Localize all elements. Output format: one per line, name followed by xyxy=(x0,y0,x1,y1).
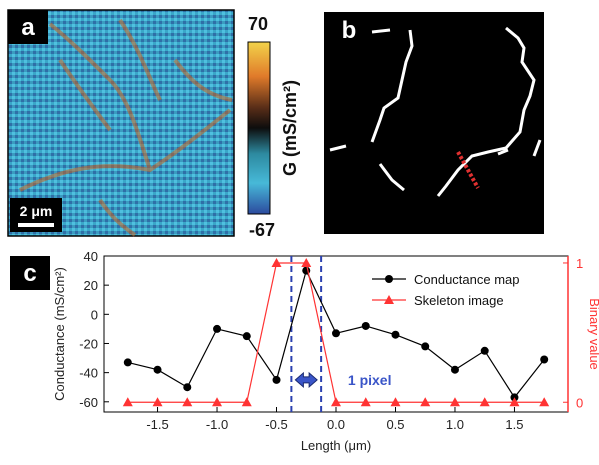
colorbar-gradient xyxy=(247,41,271,215)
legend-marker xyxy=(384,295,394,304)
skeleton-lines xyxy=(329,26,542,197)
colorbar-min-label: -67 xyxy=(249,220,275,240)
y-tick-label: 0 xyxy=(91,307,98,322)
legend-entry: Skeleton image xyxy=(414,293,504,308)
panel-b-label-box xyxy=(328,12,370,48)
data-point xyxy=(271,257,282,267)
data-point xyxy=(213,324,222,333)
panel-b: b xyxy=(324,12,544,234)
data-point xyxy=(332,329,340,338)
data-point xyxy=(390,397,401,407)
legend-marker xyxy=(385,275,393,283)
data-point xyxy=(449,397,460,407)
colorbar-max-label: 70 xyxy=(248,14,268,34)
y2-tick-label: 0 xyxy=(576,395,583,410)
scalebar xyxy=(18,223,54,227)
panel-c-label: c xyxy=(23,260,36,287)
x-tick-label: 0.5 xyxy=(386,417,404,432)
panel-a: a 2 μm xyxy=(7,9,235,237)
data-point xyxy=(540,355,549,364)
data-point xyxy=(182,397,193,407)
data-point xyxy=(122,397,133,407)
data-point xyxy=(361,321,370,330)
data-point xyxy=(480,346,489,355)
panel-a-label: a xyxy=(21,14,35,41)
x-tick-label: 1.5 xyxy=(505,417,523,432)
y-tick-label: -40 xyxy=(79,366,98,381)
data-point xyxy=(242,332,251,341)
panel-a-label-box xyxy=(8,10,48,44)
data-point xyxy=(301,257,312,267)
data-point xyxy=(391,330,400,339)
data-point xyxy=(479,397,490,407)
panel-b-label: b xyxy=(342,17,357,44)
x-tick-label: 0.0 xyxy=(327,417,345,432)
conductive-network-paths xyxy=(19,18,233,237)
data-point xyxy=(421,342,430,351)
x-tick-label: -1.0 xyxy=(206,417,228,432)
y-axis-label: Conductance (mS/cm²) xyxy=(52,267,67,401)
data-point xyxy=(331,397,341,407)
y-tick-label: -20 xyxy=(79,336,98,351)
double-arrow-icon xyxy=(294,371,318,389)
x-tick-label: -0.5 xyxy=(265,417,287,432)
one-pixel-annotation: 1 pixel xyxy=(348,372,392,388)
y-tick-label: -60 xyxy=(79,395,98,410)
data-point xyxy=(153,365,162,374)
x-tick-label: -1.5 xyxy=(146,417,168,432)
skeleton-image xyxy=(324,12,544,234)
legend-entry: Conductance map xyxy=(414,272,520,287)
scalebar-label: 2 μm xyxy=(20,203,53,219)
line-profile-chart: -1.5 -1.0 -0.5 0.0 0.5 1.0 1.5 -60 -40 -20 0 20 40 0 1… xyxy=(52,249,599,453)
colorbar-unit-label: G (mS/cm²) xyxy=(280,80,300,176)
y-tick-label: 40 xyxy=(84,249,98,264)
y2-axis-label: Binary value xyxy=(587,298,599,370)
x-axis-label: Length (μm) xyxy=(301,438,371,453)
y-tick-label: 20 xyxy=(84,278,98,293)
data-point xyxy=(152,397,163,407)
data-point xyxy=(212,397,223,407)
data-point xyxy=(509,397,520,407)
data-point xyxy=(539,397,550,407)
panel-c-label-box xyxy=(10,256,50,290)
data-point xyxy=(450,365,459,374)
data-point xyxy=(420,397,431,407)
data-point xyxy=(360,397,371,407)
line-profile-marker xyxy=(456,151,480,189)
data-point xyxy=(123,358,132,367)
data-point xyxy=(272,375,281,384)
x-tick-label: 1.0 xyxy=(446,417,464,432)
y2-tick-label: 1 xyxy=(576,256,583,271)
data-point xyxy=(241,397,252,407)
data-point xyxy=(183,383,192,392)
colorbar: 70 -67 G (mS/cm²) xyxy=(247,14,300,240)
